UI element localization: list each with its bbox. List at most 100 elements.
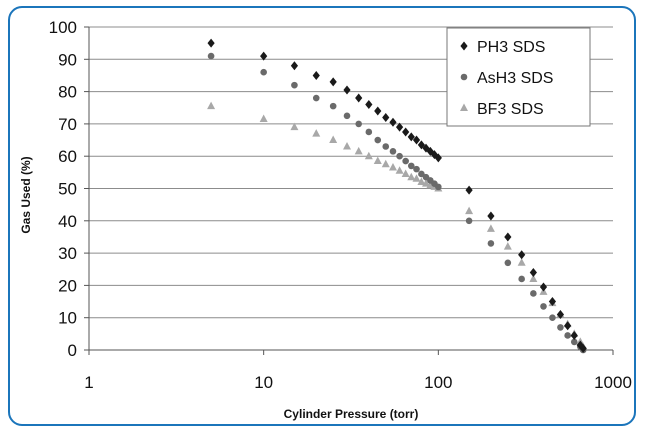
data-point-s0-29 bbox=[570, 330, 578, 340]
data-point-s2-7 bbox=[364, 151, 373, 160]
legend-marker-1 bbox=[460, 73, 468, 81]
data-point-s1-19 bbox=[435, 183, 442, 191]
y-tick-label-90: 90 bbox=[58, 50, 77, 69]
data-point-s2-0 bbox=[207, 101, 216, 110]
series-0-points bbox=[207, 38, 587, 353]
data-points bbox=[207, 38, 588, 354]
data-point-s1-29 bbox=[570, 338, 578, 346]
y-tick-label-100: 100 bbox=[49, 18, 77, 37]
data-point-s1-13 bbox=[407, 162, 415, 170]
data-point-s1-14 bbox=[413, 165, 420, 173]
data-point-s1-21 bbox=[487, 240, 495, 247]
x-tick-label-1000: 1000 bbox=[594, 373, 632, 392]
data-point-s0-7 bbox=[365, 100, 373, 110]
data-point-s2-3 bbox=[312, 129, 321, 137]
data-point-s0-6 bbox=[355, 93, 363, 103]
data-point-s0-14 bbox=[412, 135, 421, 145]
data-point-s2-24 bbox=[529, 274, 538, 282]
data-point-s1-26 bbox=[549, 314, 556, 322]
data-point-s1-7 bbox=[365, 128, 373, 136]
data-point-s0-21 bbox=[487, 211, 495, 221]
y-axis-title: Gas Used (%) bbox=[19, 156, 33, 233]
data-point-s0-8 bbox=[374, 106, 382, 116]
data-point-s2-6 bbox=[354, 146, 363, 155]
data-point-s0-11 bbox=[395, 122, 404, 132]
x-tick-label-10: 10 bbox=[254, 373, 273, 392]
legend-marker-0 bbox=[460, 41, 468, 51]
data-point-s1-0 bbox=[207, 52, 215, 60]
series-2-points bbox=[207, 101, 588, 350]
data-point-s1-23 bbox=[518, 275, 525, 283]
y-tick-label-60: 60 bbox=[58, 147, 77, 166]
data-point-s2-13 bbox=[407, 172, 416, 181]
data-point-s0-26 bbox=[548, 297, 557, 307]
data-point-s0-1 bbox=[260, 51, 268, 61]
legend-label-2: BF3 SDS bbox=[477, 101, 544, 118]
data-point-s1-28 bbox=[564, 332, 571, 339]
data-point-s2-20 bbox=[465, 206, 474, 215]
data-point-s1-6 bbox=[355, 120, 362, 128]
data-point-s0-22 bbox=[504, 232, 512, 242]
x-axis-title: Cylinder Pressure (torr) bbox=[284, 407, 419, 421]
data-point-s0-16 bbox=[422, 143, 430, 153]
y-tick-label-0: 0 bbox=[68, 341, 77, 360]
y-tick-label-80: 80 bbox=[58, 83, 77, 102]
data-point-s0-12 bbox=[402, 127, 410, 137]
data-point-s2-11 bbox=[395, 166, 404, 174]
data-point-s1-27 bbox=[557, 324, 564, 331]
data-point-s0-24 bbox=[529, 267, 537, 277]
data-point-s2-14 bbox=[412, 174, 421, 182]
data-point-s1-22 bbox=[504, 259, 512, 267]
data-point-s0-3 bbox=[312, 70, 320, 80]
data-point-s2-16 bbox=[422, 179, 431, 187]
data-point-s1-12 bbox=[402, 157, 409, 165]
data-point-s1-5 bbox=[343, 112, 351, 120]
data-point-s0-0 bbox=[207, 38, 215, 48]
y-tick-label-10: 10 bbox=[58, 309, 77, 328]
data-point-s0-27 bbox=[556, 309, 565, 319]
x-tick-label-1: 1 bbox=[84, 373, 93, 392]
data-point-s2-1 bbox=[259, 114, 268, 123]
data-point-s1-15 bbox=[418, 170, 425, 178]
data-point-s2-12 bbox=[401, 169, 410, 177]
data-point-s1-4 bbox=[329, 102, 337, 110]
data-point-s2-21 bbox=[486, 224, 495, 232]
data-point-s0-19 bbox=[434, 153, 442, 163]
data-point-s0-20 bbox=[465, 185, 473, 195]
data-point-s0-4 bbox=[329, 77, 337, 87]
data-point-s2-22 bbox=[503, 242, 512, 250]
data-point-s2-10 bbox=[388, 163, 397, 171]
data-point-s2-5 bbox=[343, 142, 352, 150]
legend-box bbox=[446, 27, 591, 127]
data-point-s1-2 bbox=[291, 81, 298, 89]
y-tick-label-30: 30 bbox=[58, 244, 77, 263]
data-point-s0-2 bbox=[290, 61, 299, 71]
data-point-s1-9 bbox=[382, 143, 390, 150]
legend-label-0: PH3 SDS bbox=[477, 39, 545, 56]
data-point-s1-20 bbox=[465, 217, 473, 225]
y-tick-labels: 0 10 20 30 40 50 60 70 80 90 100 bbox=[49, 18, 89, 360]
series-1-points bbox=[207, 52, 587, 354]
data-point-s2-15 bbox=[417, 177, 426, 186]
y-tick-label-20: 20 bbox=[58, 276, 77, 295]
data-point-s1-24 bbox=[530, 290, 537, 297]
x-tick-label-100: 100 bbox=[424, 373, 452, 392]
y-tick-label-70: 70 bbox=[58, 115, 77, 134]
data-point-s0-28 bbox=[564, 321, 572, 331]
data-point-s2-23 bbox=[517, 258, 526, 266]
data-point-s1-11 bbox=[396, 152, 403, 160]
data-point-s0-17 bbox=[426, 146, 434, 156]
data-point-s1-10 bbox=[389, 148, 397, 155]
data-point-s0-9 bbox=[382, 112, 390, 122]
data-point-s0-13 bbox=[407, 132, 415, 142]
data-point-s1-25 bbox=[540, 303, 547, 310]
legend: PH3 SDS AsH3 SDS BF3 SDS bbox=[446, 27, 591, 127]
x-tick-labels: 1 10 100 1000 bbox=[84, 350, 632, 392]
data-point-s2-4 bbox=[329, 135, 338, 144]
data-point-s0-25 bbox=[539, 282, 548, 292]
y-tick-label-40: 40 bbox=[58, 212, 77, 231]
data-point-s1-3 bbox=[312, 94, 320, 102]
data-point-s0-10 bbox=[389, 117, 397, 127]
data-point-s2-2 bbox=[290, 122, 299, 131]
